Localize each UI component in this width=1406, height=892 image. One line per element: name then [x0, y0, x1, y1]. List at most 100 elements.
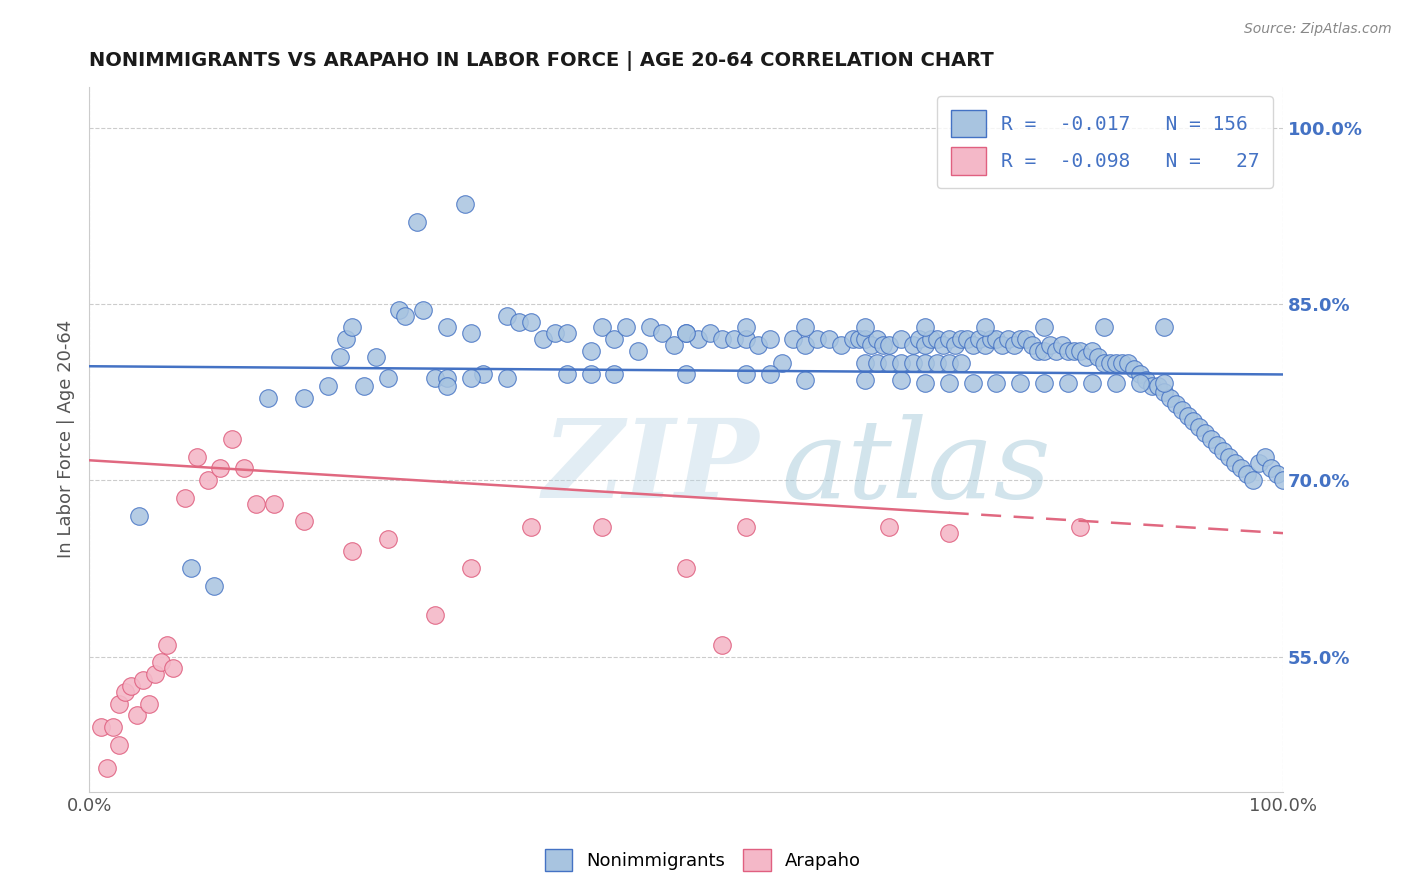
Point	[460, 326, 482, 341]
Point	[853, 356, 876, 370]
Point	[125, 708, 148, 723]
Point	[842, 332, 865, 346]
Point	[806, 332, 828, 346]
Point	[747, 338, 769, 352]
Point	[949, 356, 972, 370]
Point	[734, 332, 756, 346]
Point	[979, 332, 1001, 346]
Point	[962, 376, 984, 390]
Point	[388, 302, 411, 317]
Legend: Nonimmigrants, Arapaho: Nonimmigrants, Arapaho	[537, 842, 869, 879]
Point	[364, 350, 387, 364]
Point	[758, 368, 780, 382]
Point	[1218, 450, 1240, 464]
Point	[377, 371, 399, 385]
Point	[1092, 320, 1115, 334]
Text: ZIP: ZIP	[543, 414, 759, 521]
Point	[1010, 332, 1032, 346]
Point	[132, 673, 155, 687]
Point	[143, 667, 166, 681]
Point	[890, 332, 912, 346]
Point	[1140, 379, 1163, 393]
Point	[1206, 438, 1229, 452]
Point	[1236, 467, 1258, 482]
Point	[853, 320, 876, 334]
Point	[204, 579, 226, 593]
Point	[1050, 338, 1073, 352]
Point	[818, 332, 841, 346]
Point	[877, 338, 900, 352]
Point	[1122, 361, 1144, 376]
Point	[1182, 415, 1205, 429]
Point	[1153, 320, 1175, 334]
Point	[1129, 368, 1152, 382]
Point	[340, 543, 363, 558]
Point	[1116, 356, 1139, 370]
Point	[914, 338, 936, 352]
Point	[794, 373, 817, 387]
Point	[454, 197, 477, 211]
Point	[377, 532, 399, 546]
Y-axis label: In Labor Force | Age 20-64: In Labor Force | Age 20-64	[58, 320, 75, 558]
Point	[221, 432, 243, 446]
Point	[770, 356, 793, 370]
Point	[901, 338, 924, 352]
Point	[1265, 467, 1288, 482]
Point	[1201, 432, 1223, 446]
Point	[1087, 350, 1109, 364]
Point	[1146, 379, 1168, 393]
Legend: R =  -0.017   N = 156, R =  -0.098   N =   27: R = -0.017 N = 156, R = -0.098 N = 27	[936, 96, 1274, 188]
Point	[675, 368, 697, 382]
Point	[591, 520, 613, 534]
Point	[1272, 473, 1295, 487]
Point	[1081, 376, 1104, 390]
Text: NONIMMIGRANTS VS ARAPAHO IN LABOR FORCE | AGE 20-64 CORRELATION CHART: NONIMMIGRANTS VS ARAPAHO IN LABOR FORCE …	[89, 51, 994, 70]
Point	[675, 326, 697, 341]
Point	[938, 376, 960, 390]
Point	[1230, 461, 1253, 475]
Point	[555, 368, 578, 382]
Point	[901, 356, 924, 370]
Point	[1033, 343, 1056, 358]
Point	[245, 497, 267, 511]
Point	[1057, 343, 1080, 358]
Text: atlas: atlas	[782, 414, 1052, 521]
Point	[90, 720, 112, 734]
Point	[156, 638, 179, 652]
Point	[1039, 338, 1062, 352]
Point	[914, 376, 936, 390]
Point	[914, 320, 936, 334]
Point	[962, 338, 984, 352]
Point	[1153, 376, 1175, 390]
Point	[209, 461, 232, 475]
Point	[138, 697, 160, 711]
Point	[938, 526, 960, 541]
Point	[1021, 338, 1043, 352]
Point	[890, 373, 912, 387]
Point	[520, 315, 543, 329]
Point	[932, 338, 955, 352]
Point	[1177, 409, 1199, 423]
Point	[1225, 456, 1247, 470]
Point	[710, 638, 733, 652]
Point	[186, 450, 208, 464]
Point	[967, 332, 990, 346]
Point	[1105, 356, 1128, 370]
Point	[925, 356, 948, 370]
Point	[877, 356, 900, 370]
Point	[1111, 356, 1133, 370]
Point	[335, 332, 357, 346]
Point	[555, 326, 578, 341]
Point	[1135, 373, 1157, 387]
Point	[114, 685, 136, 699]
Point	[1057, 376, 1080, 390]
Point	[638, 320, 661, 334]
Point	[412, 302, 434, 317]
Point	[794, 320, 817, 334]
Point	[997, 332, 1019, 346]
Point	[496, 371, 519, 385]
Point	[1015, 332, 1038, 346]
Point	[877, 520, 900, 534]
Point	[710, 332, 733, 346]
Point	[128, 508, 150, 523]
